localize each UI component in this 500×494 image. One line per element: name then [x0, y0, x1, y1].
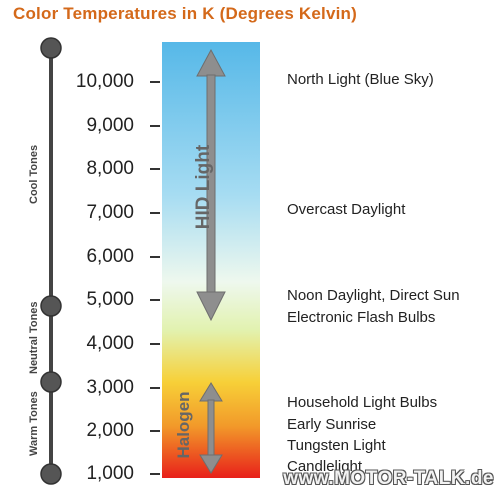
- tick-label-7000: 7,000: [86, 202, 134, 223]
- annotation-early-sunrise: Early Sunrise: [287, 416, 377, 433]
- halogen-label: Halogen: [174, 391, 193, 459]
- tone-node-bottom: [40, 463, 62, 485]
- tick-label-8000: 8,000: [86, 158, 134, 179]
- tick-label-2000: 2,000: [86, 420, 134, 441]
- tick-label-3000: 3,000: [86, 377, 134, 398]
- tick-label-9000: 9,000: [86, 115, 134, 136]
- tick-marks: [150, 81, 160, 475]
- tone-label-cool: Cool Tones: [28, 144, 40, 204]
- tone-node-neutral: [40, 295, 62, 317]
- annotation-flash-bulbs: Electronic Flash Bulbs: [287, 309, 436, 326]
- annotation-north-light: North Light (Blue Sky): [287, 71, 434, 88]
- diagram-title: Color Temperatures in K (Degrees Kelvin): [13, 4, 357, 23]
- annotation-noon-daylight: Noon Daylight, Direct Sun: [287, 287, 460, 304]
- annotation-household-bulbs: Household Light Bulbs: [287, 394, 438, 411]
- tick-label-6000: 6,000: [86, 246, 134, 267]
- tick-label-10000: 10,000: [75, 71, 134, 92]
- hid-light-label: HID Light: [193, 144, 214, 230]
- annotation-candlelight: Candlelight: [287, 458, 363, 475]
- halogen-range-arrow: [199, 382, 223, 474]
- tick-label-1000: 1,000: [86, 463, 134, 484]
- tick-label-5000: 5,000: [86, 289, 134, 310]
- tick-label-4000: 4,000: [86, 333, 134, 354]
- tone-node-warm: [40, 371, 62, 393]
- annotation-tungsten-light: Tungsten Light: [287, 437, 386, 454]
- watermark: www.MOTOR-TALK.de: [283, 468, 494, 489]
- annotation-overcast-daylight: Overcast Daylight: [287, 201, 406, 218]
- tone-node-top: [40, 37, 62, 59]
- tone-label-neutral: Neutral Tones: [28, 301, 40, 374]
- tone-label-warm: Warm Tones: [28, 391, 40, 456]
- hid-range-arrow: [196, 48, 226, 322]
